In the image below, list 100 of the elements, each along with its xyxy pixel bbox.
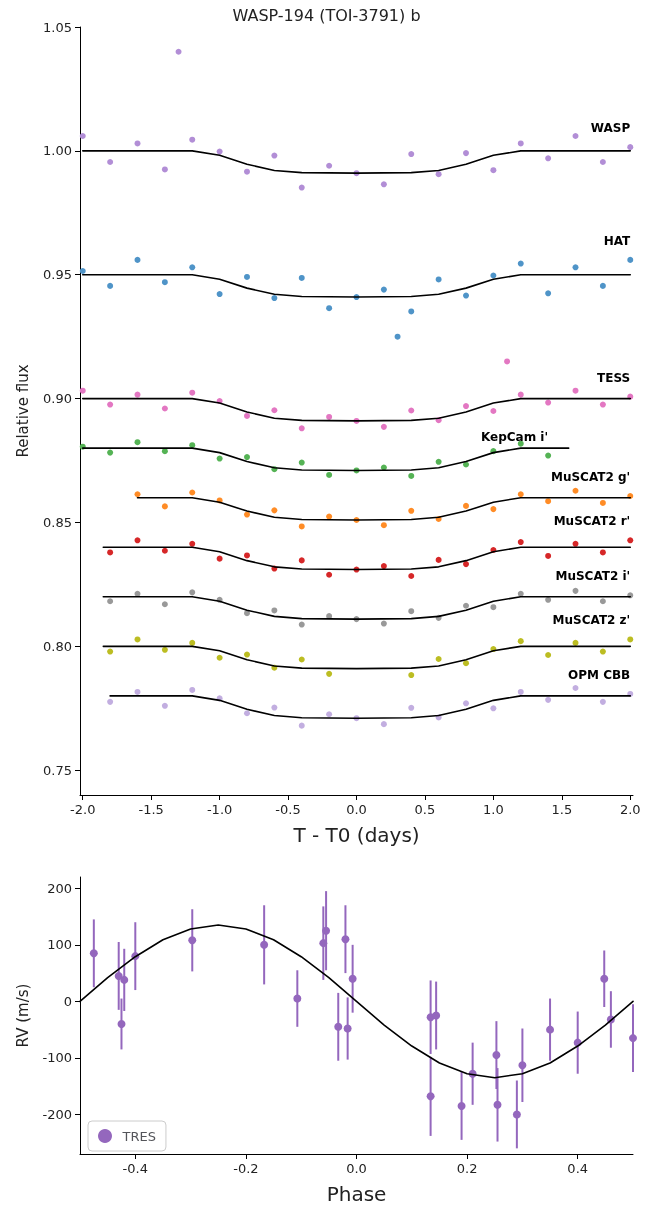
point	[380, 563, 387, 570]
point	[244, 511, 250, 518]
x-tick-label: -1.5	[138, 802, 164, 817]
point	[161, 547, 168, 554]
x-tick-label: -0.4	[122, 1161, 148, 1176]
point	[79, 387, 86, 394]
point	[599, 499, 606, 506]
point	[271, 152, 278, 159]
point	[189, 686, 196, 693]
point	[79, 268, 86, 275]
point	[244, 273, 250, 280]
x-tick-label: -2.0	[70, 802, 96, 817]
point	[107, 598, 114, 605]
point	[107, 648, 114, 655]
point	[435, 655, 442, 662]
y-tick-label: 0.80	[43, 638, 72, 654]
point	[490, 408, 497, 414]
point	[572, 639, 579, 646]
chart-title: WASP-194 (TOI-3791) b	[232, 5, 421, 25]
point	[518, 1061, 527, 1070]
point	[348, 974, 357, 983]
y-tick-label: 1.05	[43, 19, 72, 35]
point	[326, 711, 333, 718]
point	[189, 489, 196, 496]
point	[326, 670, 333, 677]
point	[298, 523, 305, 530]
point	[380, 423, 387, 430]
point	[490, 167, 497, 174]
point	[432, 1011, 441, 1020]
point	[435, 458, 442, 465]
point	[216, 455, 223, 462]
point	[326, 471, 333, 478]
point	[244, 710, 250, 717]
point	[244, 610, 250, 617]
point	[517, 638, 524, 645]
point	[463, 660, 470, 667]
point	[463, 561, 470, 568]
point	[271, 407, 278, 414]
point	[271, 295, 278, 302]
point	[322, 926, 331, 935]
point	[326, 413, 333, 420]
point	[545, 155, 552, 162]
point	[216, 654, 223, 661]
point	[517, 391, 524, 398]
point	[457, 1101, 466, 1110]
point	[298, 557, 305, 564]
point	[517, 590, 524, 597]
point	[408, 672, 415, 679]
point	[490, 506, 497, 513]
point	[134, 688, 141, 695]
point	[545, 552, 552, 559]
point	[343, 1024, 352, 1033]
legend-label: TRES	[121, 1128, 156, 1144]
point	[517, 140, 524, 147]
y-tick-label: 0	[63, 993, 72, 1009]
point	[545, 498, 552, 505]
point	[134, 636, 141, 643]
point	[600, 974, 609, 983]
point	[298, 274, 305, 281]
series-label: MuSCAT2 z'	[552, 613, 631, 628]
x-tick-label: 0.4	[567, 1161, 589, 1176]
point	[463, 700, 470, 707]
point	[599, 598, 606, 605]
point	[260, 940, 269, 949]
point	[216, 291, 223, 298]
y-tick-label: 0.90	[43, 391, 72, 407]
point	[545, 452, 552, 459]
point	[271, 507, 278, 514]
point	[545, 696, 552, 703]
point	[326, 162, 333, 169]
point	[408, 472, 415, 479]
point	[394, 333, 401, 340]
x-tick-label: 0.0	[346, 1161, 367, 1176]
y-tick-label: 0.85	[43, 514, 72, 530]
point	[117, 1019, 126, 1028]
point	[463, 150, 470, 157]
point	[244, 168, 250, 175]
point	[463, 602, 470, 609]
point	[114, 971, 123, 980]
point	[512, 1110, 521, 1119]
series-label: WASP	[590, 121, 631, 136]
point	[426, 1092, 435, 1101]
point	[504, 358, 511, 365]
y-tick-label: -200	[42, 1106, 72, 1122]
point	[120, 975, 129, 984]
point	[517, 688, 524, 695]
point	[517, 539, 524, 546]
x-tick-label: 0.0	[346, 802, 367, 817]
point	[490, 604, 497, 611]
point	[408, 608, 415, 615]
point	[599, 159, 606, 166]
x-tick-label: 0.5	[414, 802, 436, 817]
series-label: KepCam i'	[480, 429, 549, 444]
point	[244, 651, 250, 658]
point	[244, 454, 250, 461]
point	[188, 936, 197, 945]
point	[326, 305, 333, 312]
point	[161, 702, 168, 709]
y-axis-title: Relative flux	[13, 364, 32, 458]
y-tick-label: 0.95	[43, 267, 72, 283]
